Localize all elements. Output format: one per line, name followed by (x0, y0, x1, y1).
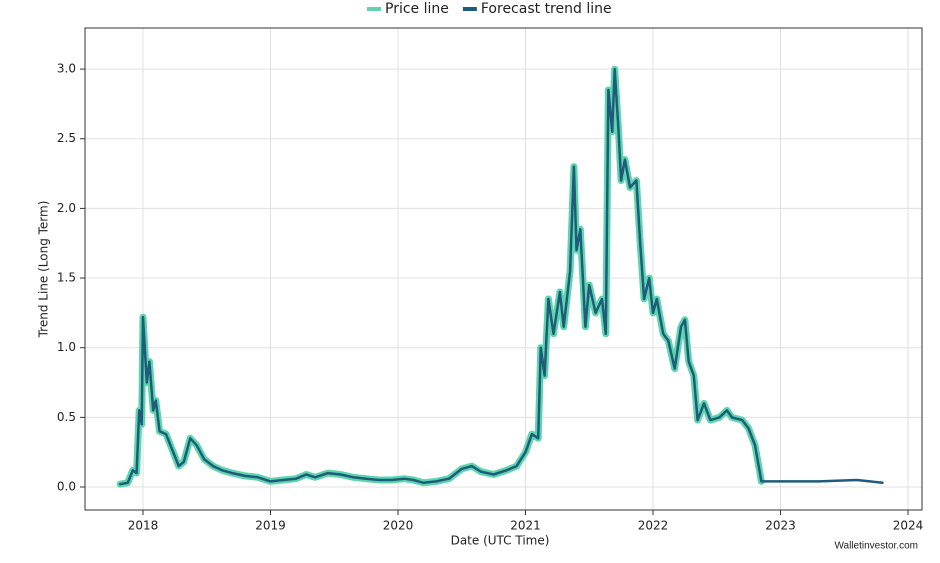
y-tick-label: 2.0 (57, 201, 76, 215)
series-line (118, 67, 884, 486)
y-tick-label: 3.0 (57, 62, 76, 76)
y-tick-label: 1.5 (57, 271, 76, 285)
legend-label: Forecast trend line (481, 1, 612, 17)
series-line (116, 65, 765, 488)
plot-frame (84, 27, 923, 511)
x-tick-label: 2018 (128, 519, 159, 533)
legend-label: Price line (385, 1, 449, 17)
y-axis-label: Trend Line (Long Term) (37, 201, 51, 339)
watermark: Walletinvestor.com (834, 541, 918, 552)
y-tick-label: 0.0 (57, 480, 76, 494)
x-tick-label: 2020 (383, 519, 414, 533)
y-tick-label: 1.0 (57, 340, 76, 354)
x-tick-label: 2021 (510, 519, 541, 533)
x-tick-label: 2019 (255, 519, 286, 533)
x-tick-label: 2022 (638, 519, 669, 533)
y-tick-label: 2.5 (57, 131, 76, 145)
x-tick-label: 2023 (765, 519, 796, 533)
y-tick-label: 0.5 (57, 410, 76, 424)
x-axis-label: Date (UTC Time) (451, 534, 550, 548)
x-tick-label: 2024 (893, 519, 924, 533)
